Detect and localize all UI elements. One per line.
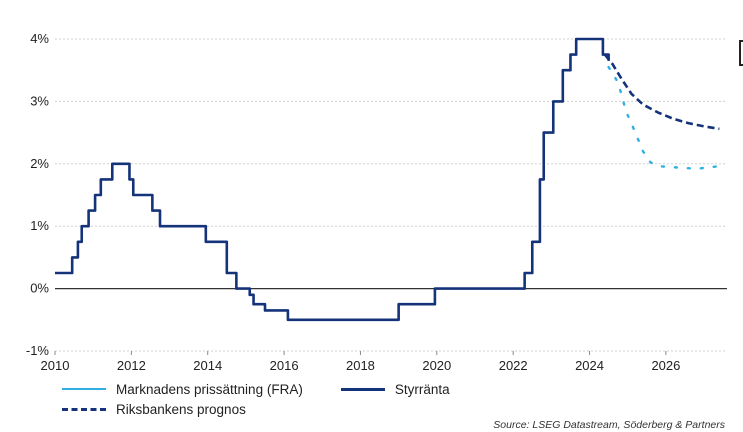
x-tick-label: 2026 xyxy=(651,358,680,373)
legend-label-forecast: Riksbankens prognos xyxy=(116,401,246,417)
x-tick-label: 2024 xyxy=(575,358,604,373)
x-axis-ticks: 2010 2012 2014 2016 2018 2020 2022 2024 2026 xyxy=(41,351,680,373)
y-tick-label: 0% xyxy=(30,281,49,296)
y-tick-label: -1% xyxy=(26,343,50,358)
series-line-marknadens-prissattning-fra xyxy=(607,65,721,170)
x-tick-label: 2016 xyxy=(270,358,299,373)
legend-label-policy-rate: Styrränta xyxy=(394,381,450,397)
legend-item-fra: Marknadens prissättning (FRA) xyxy=(62,382,303,397)
legend-label-fra: Marknadens prissättning (FRA) xyxy=(116,381,303,397)
x-tick-label: 2010 xyxy=(41,358,70,373)
x-tick-label: 2022 xyxy=(499,358,528,373)
legend-item-forecast: Riksbankens prognos xyxy=(62,402,246,417)
legend-swatch-policy-rate xyxy=(340,387,385,391)
series-line-styrranta xyxy=(55,37,610,322)
y-tick-label: 1% xyxy=(30,218,49,233)
window-edge-mark xyxy=(739,40,743,66)
x-tick-label: 2018 xyxy=(346,358,375,373)
legend-item-policy-rate: Styrränta xyxy=(340,381,450,397)
x-tick-label: 2014 xyxy=(193,358,222,373)
series-line-riksbankens-prognos xyxy=(603,53,720,131)
y-tick-label: 4% xyxy=(30,31,49,46)
source-note: Source: LSEG Datastream, Söderberg & Par… xyxy=(493,419,725,431)
x-tick-label: 2020 xyxy=(422,358,451,373)
legend-swatch-forecast xyxy=(62,407,106,411)
y-tick-label: 3% xyxy=(30,93,49,108)
chart-legend: Marknadens prissättning (FRA) Styrränta … xyxy=(62,379,488,419)
legend-swatch-fra xyxy=(62,388,106,390)
series-lines xyxy=(55,37,721,322)
x-tick-label: 2012 xyxy=(117,358,146,373)
y-axis-ticks: -1% 0% 1% 2% 3% 4% xyxy=(26,31,50,358)
y-tick-label: 2% xyxy=(30,156,49,171)
